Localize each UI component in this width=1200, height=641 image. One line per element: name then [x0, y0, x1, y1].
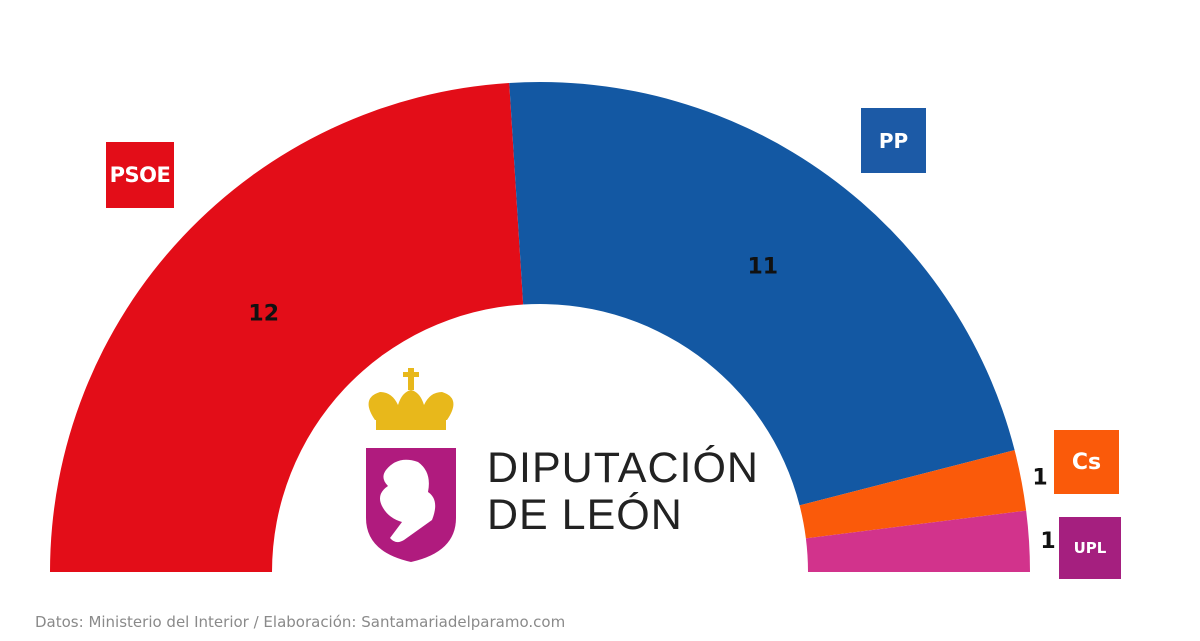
- source-note: Datos: Ministerio del Interior / Elabora…: [35, 613, 566, 631]
- upl-logo: UPL: [1059, 517, 1121, 579]
- psoe-logo-text: PSOE: [109, 163, 171, 187]
- cs-logo: Cs: [1054, 430, 1119, 494]
- pp-logo-text: PP: [878, 128, 909, 153]
- shield-icon: [366, 448, 456, 562]
- institution-name: DIPUTACIÓN DE LEÓN: [487, 445, 759, 539]
- cs-logo-text: Cs: [1071, 449, 1102, 475]
- institution-line-2: DE LEÓN: [487, 491, 683, 539]
- seat-segment-cs: [799, 450, 1027, 539]
- seat-count-psoe: 12: [248, 302, 279, 327]
- seat-segment-pp: [509, 82, 1015, 506]
- crown-icon: [368, 368, 454, 430]
- institution-line-1: DIPUTACIÓN: [487, 444, 759, 492]
- seat-count-upl: 1: [1040, 529, 1055, 554]
- psoe-logo: PSOE: [106, 142, 174, 208]
- seat-count-cs: 1: [1032, 466, 1047, 491]
- seat-segment-upl: [805, 510, 1030, 572]
- seat-segment-psoe: [50, 82, 524, 572]
- pp-logo: PP: [861, 108, 926, 173]
- seat-count-pp: 11: [747, 254, 778, 279]
- upl-logo-text: UPL: [1073, 539, 1107, 557]
